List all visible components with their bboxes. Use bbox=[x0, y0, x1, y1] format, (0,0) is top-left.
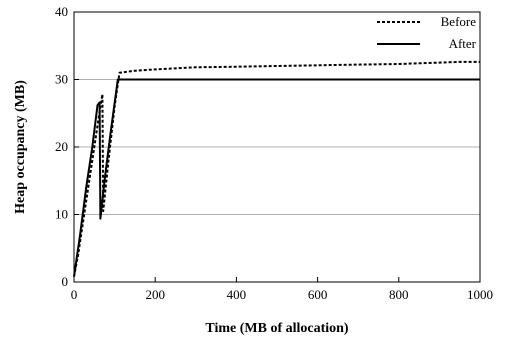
y-tick-label-20: 20 bbox=[55, 139, 68, 154]
x-tick-label-600: 600 bbox=[308, 287, 328, 302]
x-tick-label-800: 800 bbox=[389, 287, 409, 302]
series-line-after bbox=[73, 78, 480, 277]
x-tick-label-200: 200 bbox=[145, 287, 165, 302]
y-axis-title: Heap occupancy (MB) bbox=[13, 80, 28, 214]
grid-layer bbox=[74, 79, 480, 215]
series-line-before bbox=[73, 60, 480, 277]
legend: Before After bbox=[377, 14, 477, 51]
x-tick-label-0: 0 bbox=[71, 287, 78, 302]
y-tick-label-0: 0 bbox=[62, 274, 69, 289]
legend-label-before: Before bbox=[441, 14, 477, 29]
legend-label-after: After bbox=[449, 36, 477, 51]
x-tick-label-1000: 1000 bbox=[467, 287, 493, 302]
x-axis-title: Time (MB of allocation) bbox=[205, 321, 349, 336]
y-tick-label-10: 10 bbox=[55, 207, 68, 222]
y-tick-label-30: 30 bbox=[55, 72, 68, 87]
series-layer bbox=[73, 60, 480, 277]
x-tick-label-400: 400 bbox=[227, 287, 247, 302]
y-tick-label-40: 40 bbox=[55, 4, 68, 19]
